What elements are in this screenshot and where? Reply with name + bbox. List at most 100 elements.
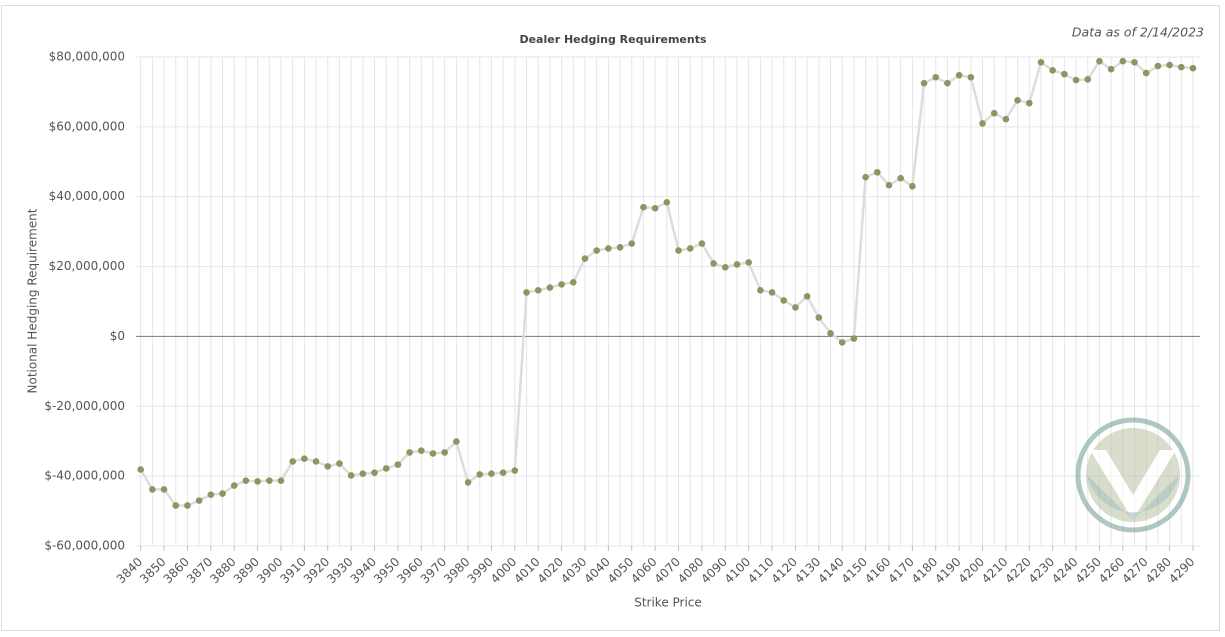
data-point — [371, 469, 378, 476]
data-point — [1142, 69, 1150, 77]
y-tick-label: $40,000,000 — [49, 189, 125, 203]
data-point — [780, 297, 788, 304]
data-point — [359, 470, 367, 477]
data-point — [686, 245, 694, 252]
data-point — [792, 304, 799, 311]
data-point — [616, 244, 624, 251]
data-point — [558, 281, 565, 288]
annotation: Data as of 2/14/2023 — [1072, 25, 1204, 40]
data-point — [1037, 58, 1045, 66]
data-point — [745, 259, 752, 266]
data-point — [862, 173, 869, 181]
data-point — [757, 287, 764, 294]
data-point — [336, 460, 343, 467]
data-point — [453, 438, 460, 445]
data-point — [172, 502, 180, 509]
data-point — [1025, 99, 1033, 107]
data-point — [417, 447, 425, 454]
data-point — [628, 240, 636, 247]
data-point — [195, 497, 203, 504]
data-point — [347, 472, 355, 479]
data-point — [967, 73, 975, 81]
data-point — [242, 477, 250, 484]
data-point — [569, 278, 577, 286]
data-point — [815, 314, 823, 321]
data-point — [663, 199, 671, 206]
y-tick-label: $-60,000,000 — [44, 539, 125, 553]
data-point — [909, 182, 916, 190]
data-point — [254, 478, 261, 485]
data-point — [277, 477, 285, 484]
data-point — [803, 292, 811, 300]
y-tick-label: $-40,000,000 — [44, 469, 125, 483]
data-point — [149, 486, 156, 493]
y-tick-label: $80,000,000 — [49, 50, 125, 64]
data-point — [301, 455, 308, 462]
data-point — [1189, 64, 1197, 72]
data-point — [944, 79, 951, 87]
data-point — [534, 287, 542, 294]
data-point — [382, 465, 390, 472]
data-point — [137, 466, 144, 473]
data-point — [920, 79, 928, 87]
data-point — [1014, 97, 1021, 104]
data-point — [698, 240, 706, 247]
data-point — [885, 181, 893, 189]
data-point — [207, 491, 215, 498]
data-point — [488, 470, 495, 477]
data-point — [1061, 70, 1068, 78]
data-point — [499, 469, 507, 476]
data-point — [990, 109, 998, 117]
data-point — [897, 174, 904, 182]
chart-title: Dealer Hedging Requirements — [519, 33, 707, 46]
data-point — [1177, 63, 1185, 71]
data-point — [394, 461, 402, 468]
data-point — [312, 458, 320, 465]
data-point — [160, 486, 168, 493]
data-point — [733, 261, 741, 268]
data-point — [1166, 61, 1173, 69]
data-point — [1107, 65, 1115, 73]
x-axis-label: Strike Price — [634, 596, 702, 610]
data-point — [476, 471, 484, 478]
logo — [1075, 417, 1191, 533]
data-point — [230, 482, 238, 489]
data-point — [1002, 115, 1010, 123]
logo-v — [1090, 450, 1176, 520]
frame — [1, 5, 1220, 631]
data-point — [219, 490, 226, 497]
data-point — [955, 71, 963, 79]
y-tick-label: $60,000,000 — [49, 119, 125, 133]
data-point — [324, 463, 332, 470]
data-point — [184, 502, 191, 509]
data-point — [838, 339, 846, 346]
logo-ring — [1075, 417, 1191, 533]
data-point — [1049, 66, 1056, 74]
data-point — [1154, 62, 1162, 70]
data-point — [1119, 57, 1127, 65]
data-point — [429, 450, 437, 457]
logo-disc — [1086, 428, 1180, 522]
data-point — [289, 458, 296, 465]
data-point — [651, 204, 659, 212]
y-axis-label: Notional Hedging Requirement — [26, 208, 40, 393]
data-point — [827, 329, 834, 337]
data-point — [768, 289, 776, 296]
data-point — [873, 168, 881, 176]
y-tick-label: $20,000,000 — [49, 259, 125, 273]
data-point — [464, 479, 472, 486]
data-point — [640, 203, 647, 211]
data-point — [721, 263, 729, 271]
data-point — [979, 120, 986, 127]
data-point — [1084, 76, 1092, 83]
data-point — [593, 247, 600, 254]
y-tick-label: $0 — [110, 329, 125, 343]
y-tick-label: $-20,000,000 — [44, 399, 125, 413]
data-point — [932, 73, 940, 81]
data-point — [850, 335, 858, 342]
data-point — [1096, 57, 1103, 65]
data-point — [265, 477, 273, 484]
data-point — [1131, 58, 1138, 66]
